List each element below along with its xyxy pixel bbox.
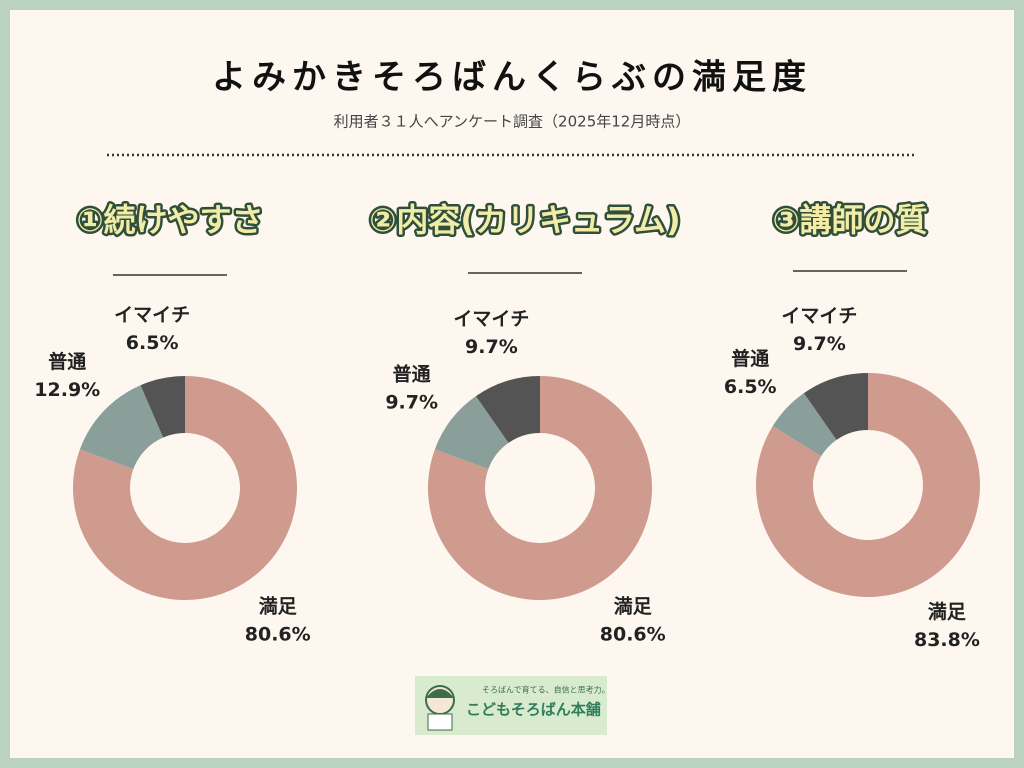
segment-category: 普通	[393, 363, 432, 386]
logo-tagline: そろばんで育てる、自信と思考力。	[482, 685, 610, 695]
segment-category: イマイチ	[781, 305, 857, 327]
segment-category: 普通	[48, 350, 87, 373]
chart-title: ②内容(カリキュラム)	[369, 201, 680, 239]
donut-segment	[803, 373, 868, 440]
chart-title: ③講師の質	[772, 201, 927, 239]
donut-segment	[428, 376, 652, 600]
logo-hair	[426, 689, 454, 698]
segment-category: 満足	[928, 601, 967, 623]
logo-book	[427, 713, 453, 731]
segment-value-label: 6.5%	[126, 332, 179, 354]
segment-value-label: 9.7%	[385, 392, 438, 414]
segment-value-label: 12.9%	[34, 379, 100, 401]
segment-value-label: 80.6%	[600, 623, 666, 645]
donut-segment	[79, 385, 164, 470]
page-subtitle: 利用者３１人へアンケート調査（2025年12月時点）	[334, 113, 691, 131]
segment-category: 満足	[614, 595, 653, 617]
donut-segment	[755, 373, 981, 598]
segment-category: 普通	[731, 347, 770, 370]
segment-category: イマイチ	[453, 308, 529, 330]
donut-segment	[73, 376, 298, 600]
segment-value-label: 6.5%	[724, 376, 777, 398]
page-title: よみかきそろばんくらぶの満足度	[212, 58, 812, 98]
logo: そろばんで育てる、自信と思考力。 こどもそろばん本舗	[415, 676, 610, 735]
donut-segment	[772, 393, 837, 457]
segment-category: 満足	[259, 595, 298, 617]
segment-value-label: 83.8%	[914, 629, 980, 651]
chart-title: ①続けやすさ	[76, 201, 263, 239]
logo-name: こどもそろばん本舗	[466, 701, 601, 719]
donut-segment	[475, 376, 540, 443]
segment-value-label: 80.6%	[245, 623, 311, 645]
segment-category: イマイチ	[114, 304, 190, 326]
segment-value-label: 9.7%	[793, 333, 846, 355]
segment-value-label: 9.7%	[465, 336, 518, 358]
donut-segment	[140, 376, 185, 438]
donut-segment	[434, 396, 509, 470]
